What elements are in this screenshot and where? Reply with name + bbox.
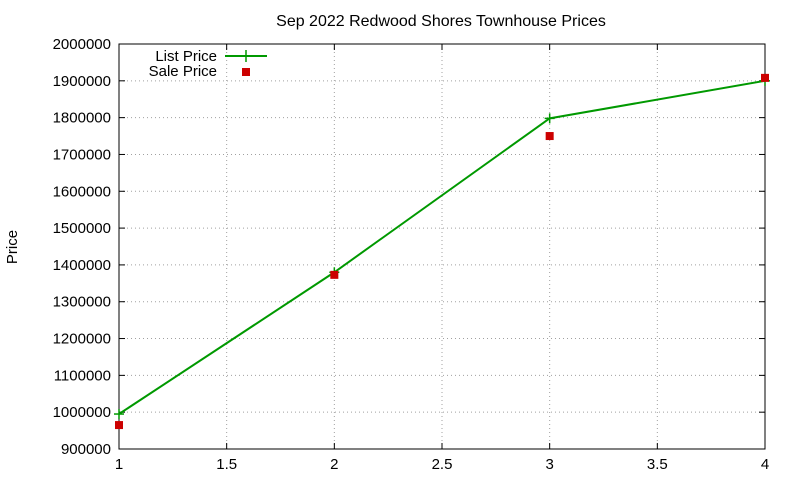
legend-label-list-price: List Price bbox=[155, 48, 217, 65]
y-tick-label: 2000000 bbox=[53, 36, 111, 53]
legend-marker-list-price bbox=[240, 50, 252, 62]
y-tick-label: 900000 bbox=[61, 441, 111, 458]
legend-swatch-sale-price bbox=[242, 68, 250, 76]
y-tick-label: 1200000 bbox=[53, 331, 111, 348]
series-line-list-price bbox=[118, 79, 766, 415]
x-tick-label: 2.5 bbox=[432, 456, 453, 473]
sale-price-point bbox=[545, 132, 554, 141]
y-tick-label: 1800000 bbox=[53, 110, 111, 127]
legend-label-sale-price: Sale Price bbox=[149, 63, 217, 80]
grid bbox=[119, 44, 765, 449]
x-tick-label: 1.5 bbox=[216, 456, 237, 473]
x-tick-label: 2 bbox=[330, 456, 338, 473]
y-tick-label: 1100000 bbox=[54, 367, 111, 384]
x-tick-label: 3.5 bbox=[647, 456, 668, 473]
y-tick-label: 1600000 bbox=[53, 183, 111, 200]
legend: List Price Sale Price bbox=[149, 48, 267, 80]
y-tick-label: 1300000 bbox=[53, 294, 111, 311]
axis-ticks: 1 1.5 2 2.5 3 3.5 4 900000 1000000 1100000 1200000… bbox=[53, 36, 770, 473]
y-tick-label: 1900000 bbox=[53, 73, 111, 90]
sale-price-point bbox=[330, 270, 339, 279]
sale-price-point bbox=[761, 73, 769, 82]
x-tick-label: 3 bbox=[545, 456, 553, 473]
y-tick-label: 1000000 bbox=[53, 404, 111, 421]
sale-price-point bbox=[115, 421, 123, 430]
x-tick-label: 4 bbox=[761, 456, 769, 473]
chart-title: Sep 2022 Redwood Shores Townhouse Prices bbox=[276, 13, 606, 30]
y-tick-label: 1700000 bbox=[53, 146, 111, 163]
y-tick-label: 1500000 bbox=[53, 220, 111, 237]
x-tick-label: 1 bbox=[115, 456, 123, 473]
list-price-point bbox=[114, 409, 124, 420]
y-axis-label: Price bbox=[4, 230, 21, 264]
list-price-point bbox=[544, 113, 555, 124]
series bbox=[114, 73, 770, 430]
y-tick-label: 1400000 bbox=[53, 257, 111, 274]
